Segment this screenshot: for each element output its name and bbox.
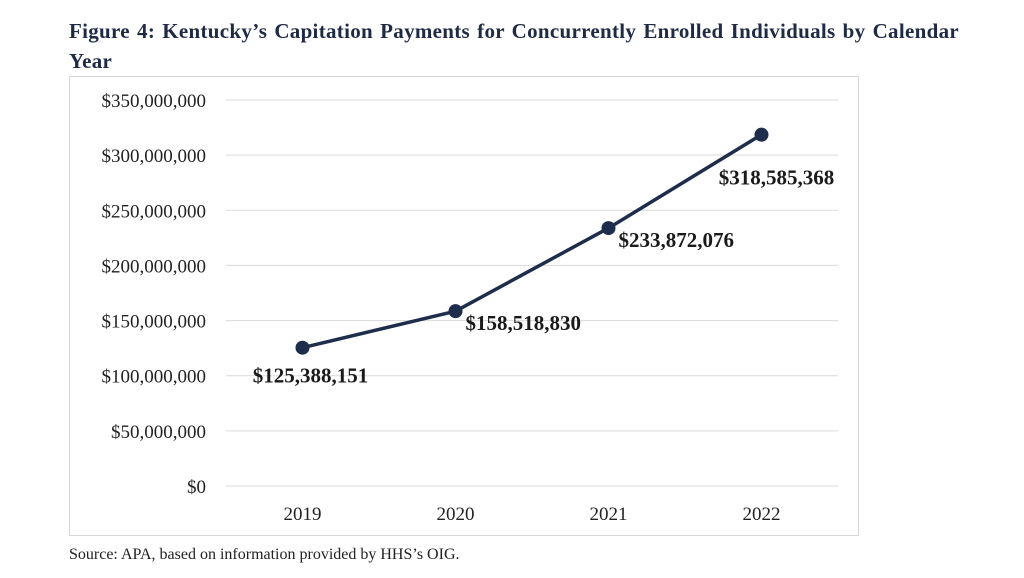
data-labels: $125,388,151 $158,518,830 $233,872,076 $318… [253,166,835,388]
x-tick-label: 2021 [590,504,628,525]
x-tick-label: 2020 [437,504,475,525]
data-point [448,304,463,319]
series-line [302,133,763,350]
y-tick-label: $150,000,000 [102,312,207,333]
data-label: $158,518,830 [466,311,582,335]
data-point [295,340,310,355]
y-tick-label: $300,000,000 [102,146,207,167]
x-tick-label: 2019 [284,504,322,525]
line-chart: $0 $50,000,000 $100,000,000 $150,000,000 $20… [102,91,838,525]
data-label: $125,388,151 [253,364,369,388]
x-tick-label: 2022 [743,504,781,525]
chart-frame [69,76,859,536]
y-axis-tick-labels: $0 $50,000,000 $100,000,000 $150,000,000 $20… [102,91,207,498]
data-points [295,127,769,355]
y-tick-label: $100,000,000 [102,367,207,388]
y-tick-label: $50,000,000 [111,422,206,443]
series-line-layer [302,133,763,350]
y-tick-label: $0 [187,477,206,498]
data-label: $233,872,076 [619,228,735,252]
figure-title: Figure 4: Kentucky’s Capitation Payments… [69,19,959,73]
x-axis-tick-labels: 2019 2020 2021 2022 [284,504,781,525]
data-label: $318,585,368 [719,166,835,190]
y-tick-label: $350,000,000 [102,91,207,112]
y-tick-label: $200,000,000 [102,256,207,277]
data-point [601,221,616,236]
source-note: Source: APA, based on information provid… [69,546,460,563]
data-point [754,127,769,142]
y-tick-label: $250,000,000 [102,201,207,222]
gridlines [226,99,838,487]
